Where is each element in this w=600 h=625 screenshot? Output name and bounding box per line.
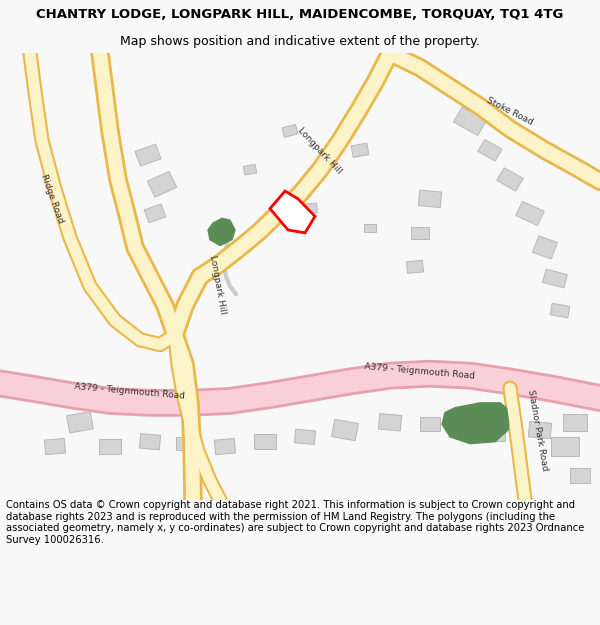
Bar <box>282 124 298 138</box>
Bar <box>420 418 440 431</box>
Bar <box>529 421 551 439</box>
Bar <box>254 434 276 449</box>
Bar <box>455 423 475 437</box>
Bar <box>485 427 505 441</box>
Bar <box>516 201 544 226</box>
Bar <box>302 203 317 214</box>
Bar <box>214 439 236 454</box>
Bar <box>44 439 65 454</box>
Text: A379 - Teignmouth Road: A379 - Teignmouth Road <box>74 382 185 401</box>
Text: CHANTRY LODGE, LONGPARK HILL, MAIDENCOMBE, TORQUAY, TQ1 4TG: CHANTRY LODGE, LONGPARK HILL, MAIDENCOMB… <box>37 8 563 21</box>
Bar <box>563 414 587 431</box>
Bar <box>364 224 376 232</box>
Bar <box>454 107 487 136</box>
Bar <box>295 429 316 444</box>
Bar <box>351 143 369 158</box>
Bar <box>135 144 161 166</box>
Bar <box>148 171 176 197</box>
Bar <box>418 190 442 208</box>
Text: A379 - Teignmouth Road: A379 - Teignmouth Road <box>364 362 476 381</box>
Polygon shape <box>208 218 235 246</box>
Bar <box>542 269 568 288</box>
Text: Ridge Road: Ridge Road <box>39 173 65 224</box>
Bar <box>379 414 401 431</box>
Bar <box>550 303 570 318</box>
Bar <box>411 226 429 239</box>
Text: Contains OS data © Crown copyright and database right 2021. This information is : Contains OS data © Crown copyright and d… <box>6 500 584 545</box>
Bar <box>407 261 424 273</box>
Bar <box>144 204 166 222</box>
Bar <box>551 437 579 456</box>
Polygon shape <box>270 191 315 233</box>
Text: Map shows position and indicative extent of the property.: Map shows position and indicative extent… <box>120 35 480 48</box>
Bar <box>570 468 590 484</box>
Polygon shape <box>442 403 510 444</box>
Text: Longpark Hill: Longpark Hill <box>296 126 344 175</box>
Bar <box>497 168 523 191</box>
Bar <box>176 437 194 451</box>
Bar <box>478 139 502 161</box>
Bar <box>533 236 557 259</box>
Text: Stoke Road: Stoke Road <box>485 96 535 127</box>
Bar <box>139 434 161 450</box>
Bar <box>67 412 94 433</box>
Text: Longpark Hill: Longpark Hill <box>208 254 227 314</box>
Bar <box>99 439 121 454</box>
Bar <box>332 419 358 441</box>
Text: Sladnor Park Road: Sladnor Park Road <box>526 389 550 471</box>
Bar <box>244 164 257 175</box>
